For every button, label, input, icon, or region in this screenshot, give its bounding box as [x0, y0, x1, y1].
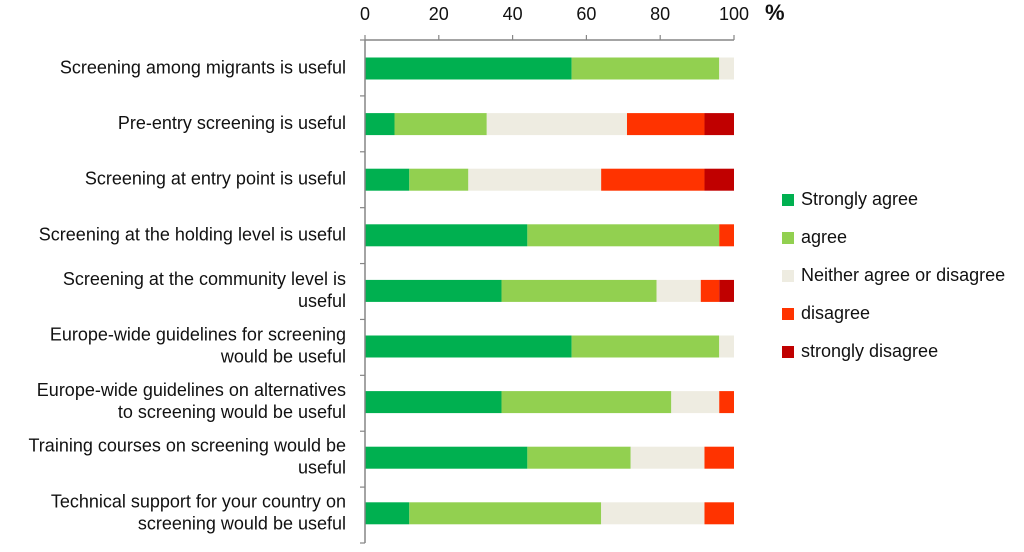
bars-layer: [365, 57, 734, 525]
bar-strongly-disagree-row-5: [719, 279, 734, 302]
category-label-4: Screening at the holding level is useful: [39, 224, 346, 244]
category-label-7: Europe-wide guidelines on alternatives to…: [37, 380, 346, 422]
bar-strongly-agree-row-9: [365, 502, 410, 525]
bar-neither-agree-or-disagree-row-2: [486, 113, 627, 136]
bar-neither-agree-or-disagree-row-9: [601, 502, 705, 525]
legend-swatch-agree: [782, 232, 794, 244]
bar-strongly-agree-row-1: [365, 57, 572, 80]
legend-swatch-disagree: [782, 308, 794, 320]
bar-disagree-row-2: [626, 113, 705, 136]
bar-agree-row-5: [501, 279, 657, 302]
bar-neither-agree-or-disagree-row-3: [468, 168, 602, 191]
bar-neither-agree-or-disagree-row-5: [656, 279, 701, 302]
legend-label-neither-agree-or-disagree: Neither agree or disagree: [801, 265, 1005, 285]
x-tick-label-40: 40: [503, 4, 523, 24]
bar-disagree-row-3: [601, 168, 705, 191]
category-label-3: Screening at entry point is useful: [85, 168, 346, 188]
bar-strongly-agree-row-5: [365, 279, 502, 302]
x-tick-label-60: 60: [576, 4, 596, 24]
legend-label-agree: agree: [801, 227, 847, 247]
legend-label-strongly-disagree: strongly disagree: [801, 341, 938, 361]
x-tick-label-0: 0: [360, 4, 370, 24]
bar-strongly-disagree-row-2: [704, 113, 734, 136]
bar-strongly-agree-row-7: [365, 391, 502, 414]
legend-label-strongly-agree: Strongly agree: [801, 189, 918, 209]
category-labels: Screening among migrants is useful Pre-en…: [28, 57, 346, 533]
legend: Strongly agree agree Neither agree or disa…: [782, 189, 1005, 361]
category-label-8: Training courses on screening would be us…: [28, 435, 346, 477]
category-label-5: Screening at the community level is usefu…: [63, 269, 346, 311]
bar-agree-row-8: [527, 446, 631, 469]
bar-agree-row-6: [571, 335, 720, 358]
bar-neither-agree-or-disagree-row-1: [719, 57, 734, 80]
bar-disagree-row-9: [704, 502, 734, 525]
axis-layer: 0 20 40 60 80 100%: [360, 0, 785, 544]
bar-neither-agree-or-disagree-row-7: [671, 391, 720, 414]
bar-agree-row-7: [501, 391, 672, 414]
bar-agree-row-2: [394, 113, 487, 136]
bar-neither-agree-or-disagree-row-6: [719, 335, 734, 358]
bar-agree-row-3: [409, 168, 469, 191]
bar-disagree-row-7: [719, 391, 734, 414]
category-label-2: Pre-entry screening is useful: [118, 113, 346, 133]
legend-swatch-strongly-agree: [782, 194, 794, 206]
x-tick-label-20: 20: [429, 4, 449, 24]
legend-swatch-strongly-disagree: [782, 346, 794, 358]
unit-label: %: [765, 0, 785, 25]
bar-disagree-row-4: [719, 224, 734, 247]
x-tick-label-80: 80: [650, 4, 670, 24]
bar-strongly-agree-row-3: [365, 168, 410, 191]
category-label-1: Screening among migrants is useful: [60, 57, 346, 77]
bar-strongly-disagree-row-3: [704, 168, 734, 191]
legend-label-disagree: disagree: [801, 303, 870, 323]
x-tick-label-100: 100: [719, 4, 749, 24]
bar-neither-agree-or-disagree-row-8: [630, 446, 705, 469]
bar-disagree-row-8: [704, 446, 734, 469]
bar-strongly-agree-row-4: [365, 224, 528, 247]
bar-strongly-agree-row-2: [365, 113, 395, 136]
bar-disagree-row-5: [700, 279, 720, 302]
bar-agree-row-1: [571, 57, 720, 80]
category-label-9: Technical support for your country on scr…: [51, 491, 346, 533]
bar-strongly-agree-row-6: [365, 335, 572, 358]
category-label-6: Europe-wide guidelines for screening woul…: [50, 324, 346, 366]
bar-agree-row-4: [527, 224, 720, 247]
legend-swatch-neither-agree-or-disagree: [782, 270, 794, 282]
bar-agree-row-9: [409, 502, 602, 525]
bar-strongly-agree-row-8: [365, 446, 528, 469]
